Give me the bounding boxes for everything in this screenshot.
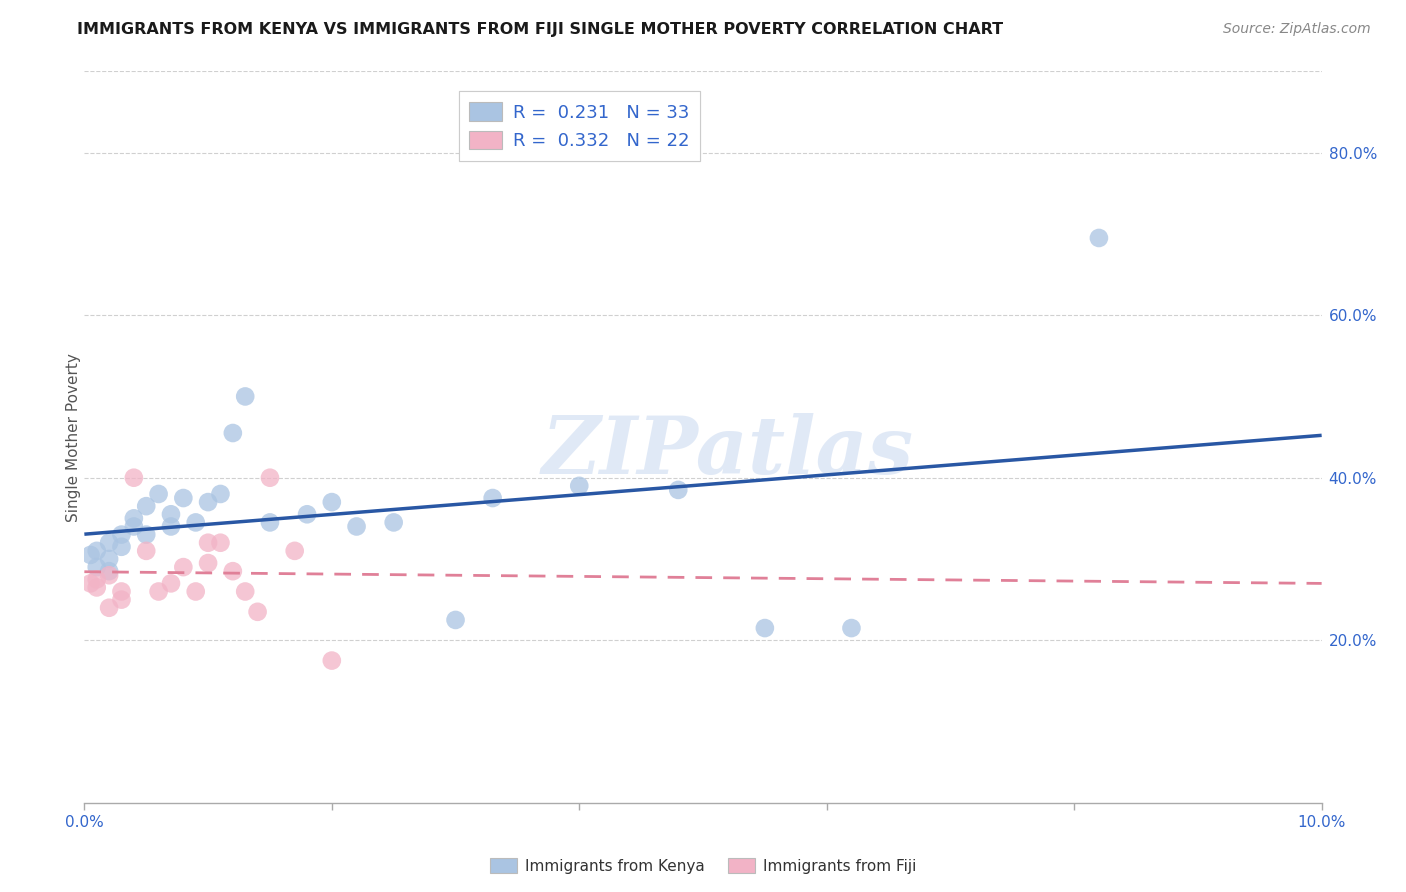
Point (222, 425, 245, 440)
Point (98, 535, 121, 549)
Point (135, 544, 157, 558)
Point (148, 487, 170, 501)
Point (98, 600, 121, 615)
Point (79, 548, 101, 562)
Point (321, 654, 343, 668)
Point (346, 519, 368, 533)
Point (197, 535, 219, 549)
Point (122, 511, 145, 525)
Point (233, 389, 256, 403)
Text: ZIPatlas: ZIPatlas (541, 413, 914, 491)
Point (172, 491, 194, 505)
Point (148, 584, 170, 599)
Point (222, 564, 245, 578)
Point (209, 487, 232, 501)
Point (110, 584, 132, 599)
Legend: R =  0.231   N = 33, R =  0.332   N = 22: R = 0.231 N = 33, R = 0.332 N = 22 (458, 91, 700, 161)
Point (160, 508, 183, 522)
Point (135, 527, 157, 541)
Point (110, 592, 132, 607)
Point (79, 576, 101, 591)
Point (172, 560, 194, 574)
Point (160, 576, 183, 591)
Point (184, 516, 207, 530)
Point (197, 495, 219, 509)
Point (122, 471, 145, 485)
Point (246, 605, 269, 619)
Text: IMMIGRANTS FROM KENYA VS IMMIGRANTS FROM FIJI SINGLE MOTHER POVERTY CORRELATION : IMMIGRANTS FROM KENYA VS IMMIGRANTS FROM… (77, 22, 1004, 37)
Point (481, 491, 503, 505)
Point (666, 483, 689, 497)
Point (259, 516, 281, 530)
Point (841, 621, 863, 635)
Point (284, 544, 307, 558)
Point (1088, 231, 1111, 245)
Legend: Immigrants from Kenya, Immigrants from Fiji: Immigrants from Kenya, Immigrants from F… (484, 852, 922, 880)
Point (259, 471, 281, 485)
Point (86, 544, 108, 558)
Point (86, 572, 108, 586)
Text: Source: ZipAtlas.com: Source: ZipAtlas.com (1223, 22, 1371, 37)
Point (135, 499, 157, 513)
Point (568, 479, 591, 493)
Point (86, 581, 108, 595)
Point (295, 508, 318, 522)
Point (86, 560, 108, 574)
Point (209, 535, 232, 549)
Point (184, 584, 207, 599)
Point (122, 519, 145, 533)
Point (98, 564, 121, 578)
Point (444, 613, 467, 627)
Point (321, 495, 343, 509)
Point (197, 556, 219, 570)
Point (233, 584, 256, 599)
Point (382, 516, 405, 530)
Point (110, 527, 132, 541)
Y-axis label: Single Mother Poverty: Single Mother Poverty (66, 352, 80, 522)
Point (98, 568, 121, 582)
Point (98, 552, 121, 566)
Point (754, 621, 776, 635)
Point (160, 519, 183, 533)
Point (110, 540, 132, 554)
